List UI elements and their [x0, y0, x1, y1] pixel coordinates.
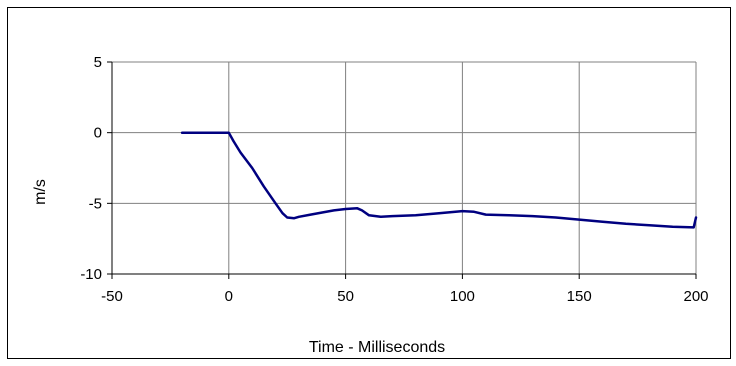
series-layer [180, 131, 698, 229]
line-chart: -10-505-50 0 50 100 150 200 m/s Time - Millis… [32, 54, 709, 356]
x-tick-label: 50 [337, 288, 354, 305]
x-tick-label: 150 [567, 288, 592, 305]
y-tick-label: -5 [89, 195, 102, 212]
series-line [180, 131, 698, 229]
x-tick-label: 200 [683, 288, 708, 305]
x-axis-title: Time - Milliseconds [309, 339, 445, 356]
y-tick-label: 0 [94, 125, 102, 142]
y-tick-label: 5 [94, 54, 102, 71]
y-axis-title: m/s [32, 179, 49, 205]
tick-labels: -10-505-50 0 50 100 150 200 [80, 54, 708, 305]
x-tick-label: 0 [225, 288, 233, 305]
axes [107, 61, 697, 279]
x-tick-label: 100 [450, 288, 475, 305]
x-tick-label: -50 [101, 288, 123, 305]
y-tick-label: -10 [80, 266, 102, 283]
chart-frame: -10 -5 0 5 -50 0 50 100 150 200 m/s Time - Millis… [7, 7, 731, 359]
gridlines [112, 61, 697, 274]
